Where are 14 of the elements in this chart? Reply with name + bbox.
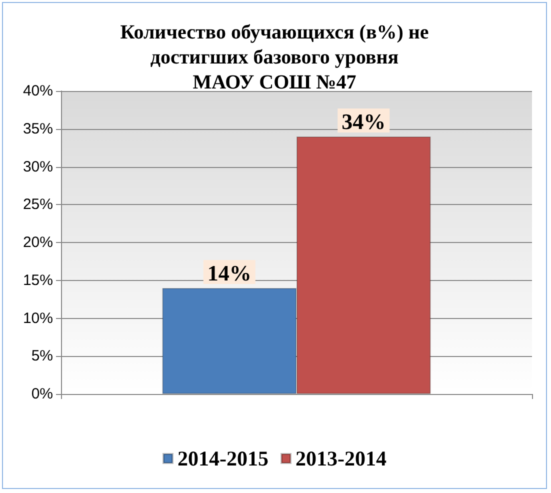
- legend-label: 2014-2015: [178, 446, 269, 470]
- y-tick-label: 20%: [22, 234, 53, 251]
- y-tick-label: 15%: [22, 272, 53, 289]
- chart-title: Количество обучающихся (в%) не достигших базового уровня МАОУ СОШ №47: [120, 22, 429, 94]
- data-label: 14%: [207, 260, 252, 286]
- y-tick-label: 5%: [31, 348, 53, 365]
- y-tick-label: 30%: [22, 158, 53, 176]
- y-tick-label: 40%: [22, 82, 53, 100]
- y-tick-label: 35%: [22, 120, 53, 138]
- y-tick-label: 0%: [31, 386, 53, 402]
- legend-label: 2013-2014: [296, 446, 387, 470]
- data-label: 34%: [342, 108, 386, 134]
- y-tick-label: 10%: [22, 310, 53, 327]
- y-tick-label: 25%: [22, 196, 53, 214]
